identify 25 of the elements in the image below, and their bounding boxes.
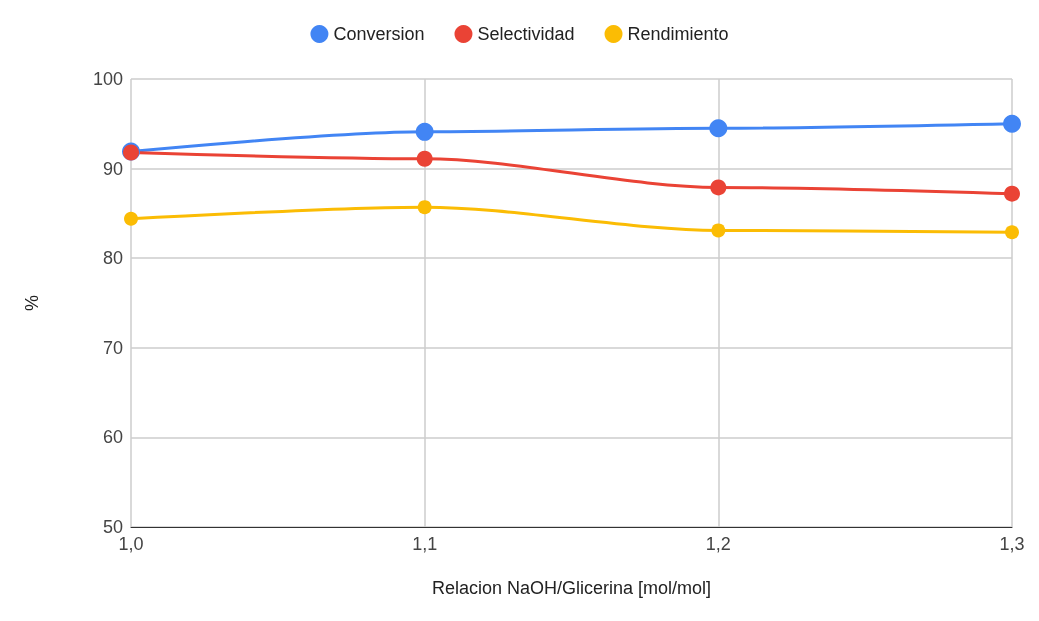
- x-tick-label: 1,2: [705, 534, 731, 554]
- point: [1005, 225, 1019, 240]
- x-tick-label: 1,3: [999, 534, 1025, 554]
- y-tick-label: 100: [92, 69, 123, 89]
- x-tick-label: 1,0: [118, 534, 144, 554]
- point: [1004, 185, 1020, 202]
- point: [417, 200, 432, 215]
- y-tick-label: 60: [102, 427, 123, 448]
- x-tick-label: 1,1: [412, 534, 438, 554]
- y-tick-label: 70: [102, 337, 123, 358]
- y-tick-label: 50: [102, 517, 123, 537]
- legend-label: Selectividad: [477, 24, 575, 44]
- x-axis-title: Relacion NaOH/Glicerina [mol/mol]: [431, 578, 712, 598]
- point: [1003, 114, 1021, 133]
- legend-label: Conversion: [333, 24, 425, 44]
- point: [711, 223, 726, 238]
- legend-label: Rendimiento: [627, 24, 729, 44]
- point: [710, 179, 727, 196]
- point: [709, 119, 728, 138]
- point: [416, 150, 433, 167]
- y-tick-label: 90: [102, 158, 123, 179]
- y-axis-title: %: [22, 294, 42, 312]
- y-tick-label: 80: [102, 248, 123, 269]
- point: [124, 211, 138, 226]
- point: [415, 122, 434, 141]
